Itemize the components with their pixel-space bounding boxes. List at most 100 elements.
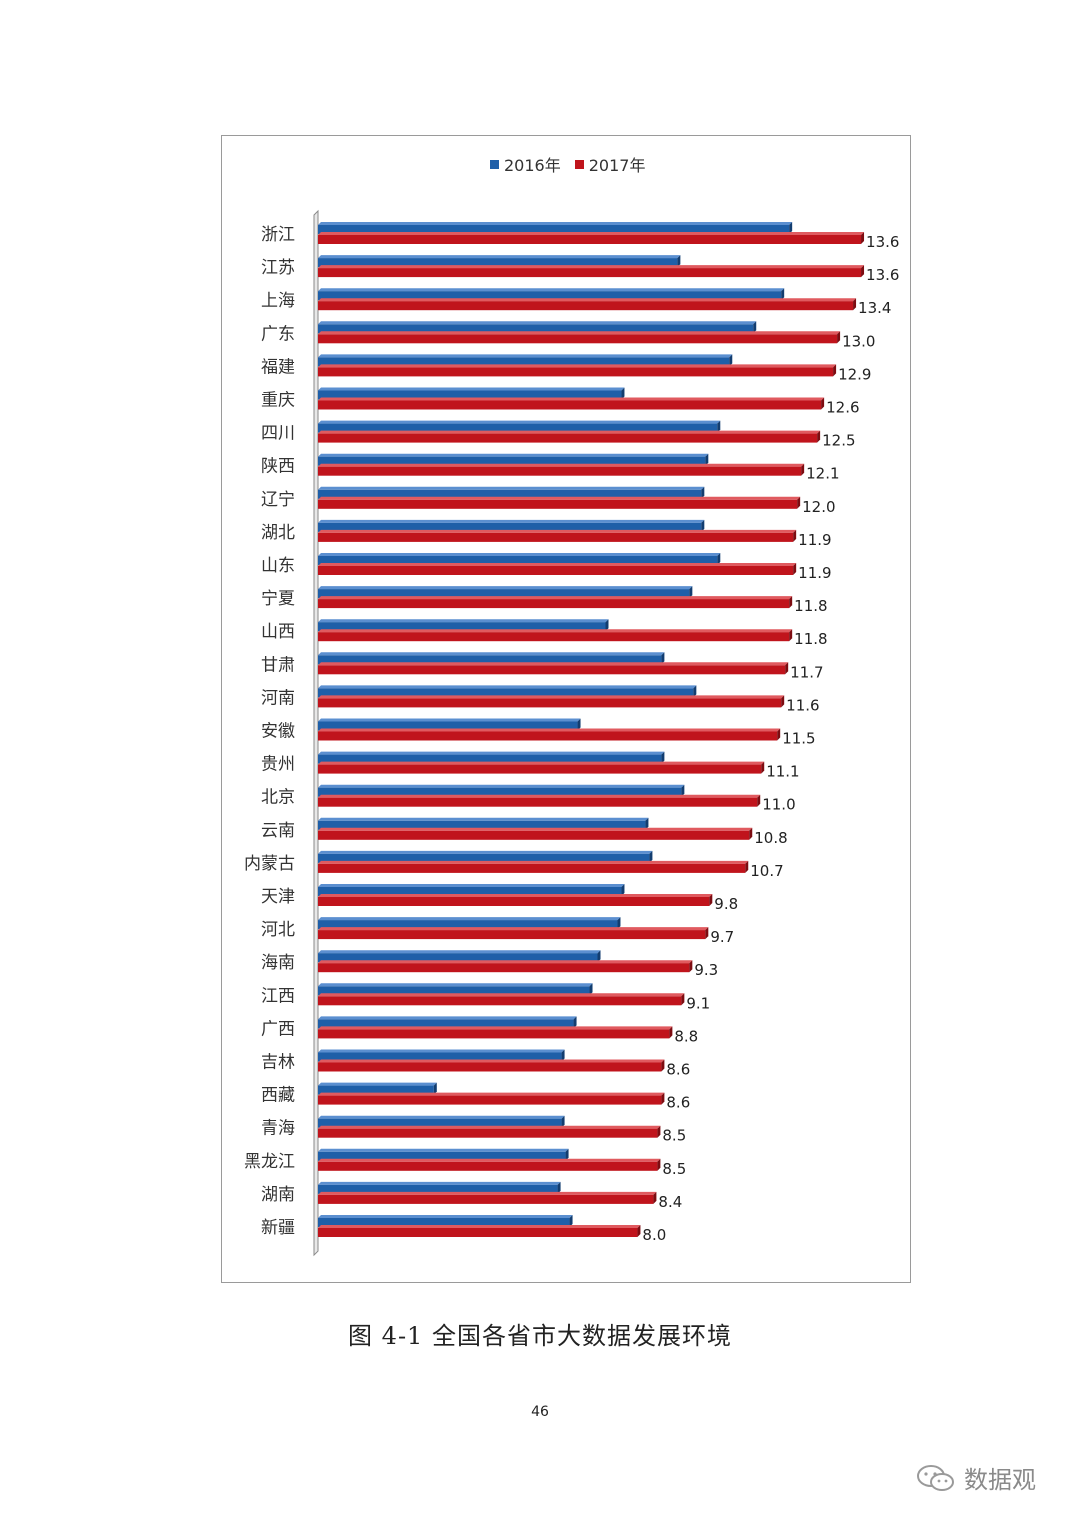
bar-2016 — [318, 288, 785, 301]
bar-2017 — [318, 1125, 661, 1138]
bar-2017 — [318, 1225, 641, 1237]
legend-label-2016: 2016年 — [504, 156, 561, 175]
data-label: 8.0 — [642, 1226, 666, 1244]
bar-2016 — [318, 387, 625, 400]
bar-2017 — [318, 894, 713, 906]
bar-2017 — [318, 596, 793, 609]
bar-2016 — [318, 619, 609, 632]
category-label: 陕西 — [261, 457, 295, 477]
bar-2017 — [318, 728, 781, 741]
bar-2016 — [318, 420, 721, 433]
data-label: 8.4 — [658, 1193, 682, 1211]
legend-item-2017: 2017年 — [574, 152, 646, 176]
bar-2017 — [318, 1158, 661, 1171]
data-label: 12.0 — [802, 498, 835, 516]
bar-2016 — [318, 1082, 437, 1095]
category-label: 广东 — [261, 324, 295, 344]
data-label: 9.3 — [694, 961, 718, 979]
category-label: 湖南 — [261, 1185, 295, 1205]
data-label: 12.9 — [838, 365, 871, 383]
category-label: 西藏 — [261, 1086, 295, 1106]
category-label: 江西 — [261, 986, 295, 1006]
bar-2017 — [318, 397, 825, 410]
data-label: 11.0 — [762, 796, 795, 814]
legend-swatch-2017 — [574, 159, 584, 169]
data-label: 11.6 — [786, 696, 819, 714]
y-axis-line — [313, 209, 319, 1257]
data-label: 11.8 — [794, 597, 827, 615]
bar-2016 — [318, 1215, 573, 1227]
category-label: 吉林 — [261, 1053, 295, 1073]
bar-2017 — [318, 265, 865, 278]
page-number: 46 — [531, 1404, 549, 1420]
data-label: 11.7 — [790, 663, 823, 681]
category-label: 河南 — [261, 688, 295, 708]
category-label: 福建 — [261, 357, 295, 377]
data-label: 8.5 — [662, 1160, 686, 1178]
bar-2016 — [318, 1181, 561, 1194]
bar-2017 — [318, 662, 789, 675]
bar-2017 — [318, 1059, 665, 1072]
category-label: 山西 — [261, 622, 295, 642]
category-label: 江苏 — [261, 258, 295, 278]
bar-2016 — [318, 354, 733, 367]
bar-2016 — [318, 486, 705, 499]
data-label: 12.1 — [806, 465, 839, 483]
category-label: 河北 — [261, 920, 295, 940]
bar-2016 — [318, 1115, 565, 1128]
data-label: 8.5 — [662, 1127, 686, 1145]
bar-2017 — [318, 364, 837, 377]
data-label: 8.6 — [666, 1094, 690, 1112]
category-label: 安徽 — [261, 722, 295, 742]
bar-2017 — [318, 298, 857, 311]
category-label: 北京 — [261, 788, 295, 808]
bar-2016 — [318, 652, 665, 665]
bar-2017 — [318, 496, 801, 509]
data-label: 8.6 — [666, 1061, 690, 1079]
bar-2016 — [318, 553, 721, 565]
bar-2017 — [318, 927, 709, 940]
watermark: 数据观 — [916, 1460, 1036, 1495]
data-label: 9.1 — [686, 994, 710, 1012]
figure-caption: 图 4-1 全国各省市大数据发展环境 — [348, 1322, 732, 1350]
data-label: 10.8 — [754, 829, 787, 847]
category-label: 贵州 — [261, 755, 295, 775]
category-label: 新疆 — [261, 1218, 295, 1238]
chart-legend: 2016年 2017年 — [490, 152, 645, 176]
bar-2017 — [318, 1026, 673, 1039]
bar-2017 — [318, 860, 749, 873]
data-label: 10.7 — [750, 862, 783, 880]
bar-2016 — [318, 1148, 569, 1161]
bar-chart: 浙江 13.6 江苏 13.6 上海 13.4 广东 13.0 福建 12.9 重庆 12.6 四川 12… — [244, 209, 899, 1257]
data-label: 11.8 — [794, 630, 827, 648]
bar-2017 — [318, 761, 765, 774]
legend-item-2016: 2016年 — [490, 152, 561, 176]
bar-2016 — [318, 983, 593, 996]
data-label: 12.6 — [826, 399, 859, 417]
bar-2017 — [318, 1092, 665, 1105]
category-label: 重庆 — [261, 391, 295, 411]
bar-2016 — [318, 950, 601, 963]
bar-2017 — [318, 695, 785, 708]
bar-2017 — [318, 629, 793, 642]
category-label: 广西 — [261, 1019, 295, 1039]
data-label: 11.1 — [766, 763, 799, 781]
data-label: 9.8 — [714, 895, 738, 913]
bar-2016 — [318, 817, 649, 830]
data-label: 13.6 — [866, 233, 899, 251]
data-label: 8.8 — [674, 1027, 698, 1045]
legend-label-2017: 2017年 — [588, 156, 646, 175]
bar-2017 — [318, 1191, 657, 1204]
category-label: 内蒙古 — [244, 854, 295, 874]
data-label: 11.9 — [798, 564, 831, 582]
bar-2016 — [318, 321, 757, 334]
category-label: 云南 — [261, 821, 295, 841]
wechat-icon — [916, 1463, 956, 1493]
data-label: 13.6 — [866, 266, 899, 284]
data-label: 12.5 — [822, 432, 855, 450]
category-label: 湖北 — [261, 523, 295, 543]
category-label: 浙江 — [261, 225, 295, 245]
bar-2017 — [318, 331, 841, 344]
bar-2016 — [318, 222, 793, 234]
category-label: 青海 — [261, 1119, 295, 1139]
